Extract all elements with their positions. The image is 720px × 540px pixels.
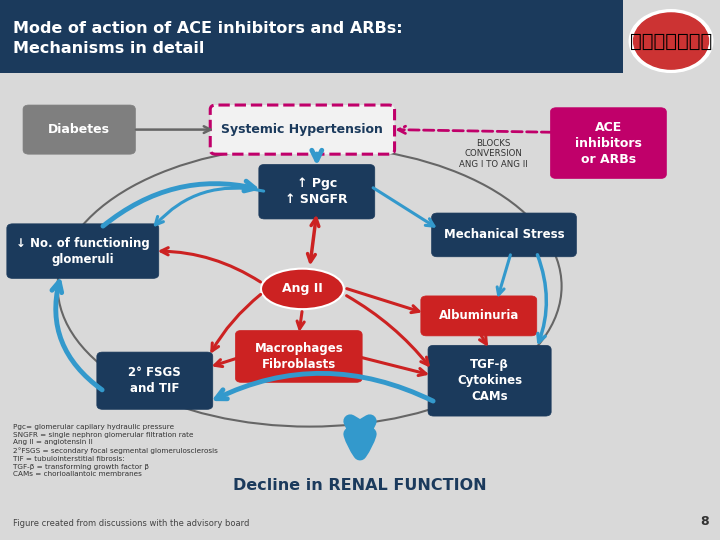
Text: Diabetes: Diabetes bbox=[48, 123, 110, 136]
FancyBboxPatch shape bbox=[431, 213, 577, 257]
Text: ↑ Pgc
↑ SNGFR: ↑ Pgc ↑ SNGFR bbox=[286, 177, 348, 206]
Text: ↓ No. of functioning
glomeruli: ↓ No. of functioning glomeruli bbox=[16, 237, 150, 266]
FancyBboxPatch shape bbox=[23, 105, 135, 154]
Circle shape bbox=[634, 13, 708, 69]
Text: Albuminuria: Albuminuria bbox=[438, 309, 519, 322]
FancyBboxPatch shape bbox=[235, 330, 362, 382]
FancyBboxPatch shape bbox=[550, 108, 667, 178]
FancyBboxPatch shape bbox=[428, 346, 552, 416]
FancyBboxPatch shape bbox=[210, 105, 395, 154]
FancyBboxPatch shape bbox=[259, 164, 374, 219]
FancyBboxPatch shape bbox=[96, 352, 213, 409]
FancyBboxPatch shape bbox=[7, 224, 159, 279]
Text: TGF-β
Cytokines
CAMs: TGF-β Cytokines CAMs bbox=[457, 358, 522, 403]
Text: Mechanical Stress: Mechanical Stress bbox=[444, 228, 564, 241]
Text: Pgc= glomerular capilary hydraulic pressure
SNGFR = single nephron glomerular fi: Pgc= glomerular capilary hydraulic press… bbox=[13, 424, 218, 477]
Text: Systemic Hypertension: Systemic Hypertension bbox=[222, 123, 383, 136]
FancyBboxPatch shape bbox=[420, 296, 537, 336]
Text: BLOCKS
CONVERSION
ANG I TO ANG II: BLOCKS CONVERSION ANG I TO ANG II bbox=[459, 139, 528, 169]
Text: Ang II: Ang II bbox=[282, 282, 323, 295]
Text: Decline in RENAL FUNCTION: Decline in RENAL FUNCTION bbox=[233, 478, 487, 494]
Text: 8: 8 bbox=[701, 515, 709, 528]
Circle shape bbox=[629, 10, 713, 72]
Text: ACE
inhibitors
or ARBs: ACE inhibitors or ARBs bbox=[575, 120, 642, 166]
Ellipse shape bbox=[261, 268, 344, 309]
Text: Mode of action of ACE inhibitors and ARBs:
Mechanisms in detail: Mode of action of ACE inhibitors and ARB… bbox=[13, 22, 402, 56]
FancyBboxPatch shape bbox=[0, 0, 623, 73]
Text: 🏴󠁧󠁢󠁳󠁣󠁴󠁿: 🏴󠁧󠁢󠁳󠁣󠁴󠁿 bbox=[630, 31, 712, 51]
Text: Figure created from discussions with the advisory board: Figure created from discussions with the… bbox=[13, 519, 249, 528]
Text: Macrophages
Fibroblasts: Macrophages Fibroblasts bbox=[254, 342, 343, 371]
Text: 2° FSGS
and TIF: 2° FSGS and TIF bbox=[128, 366, 181, 395]
